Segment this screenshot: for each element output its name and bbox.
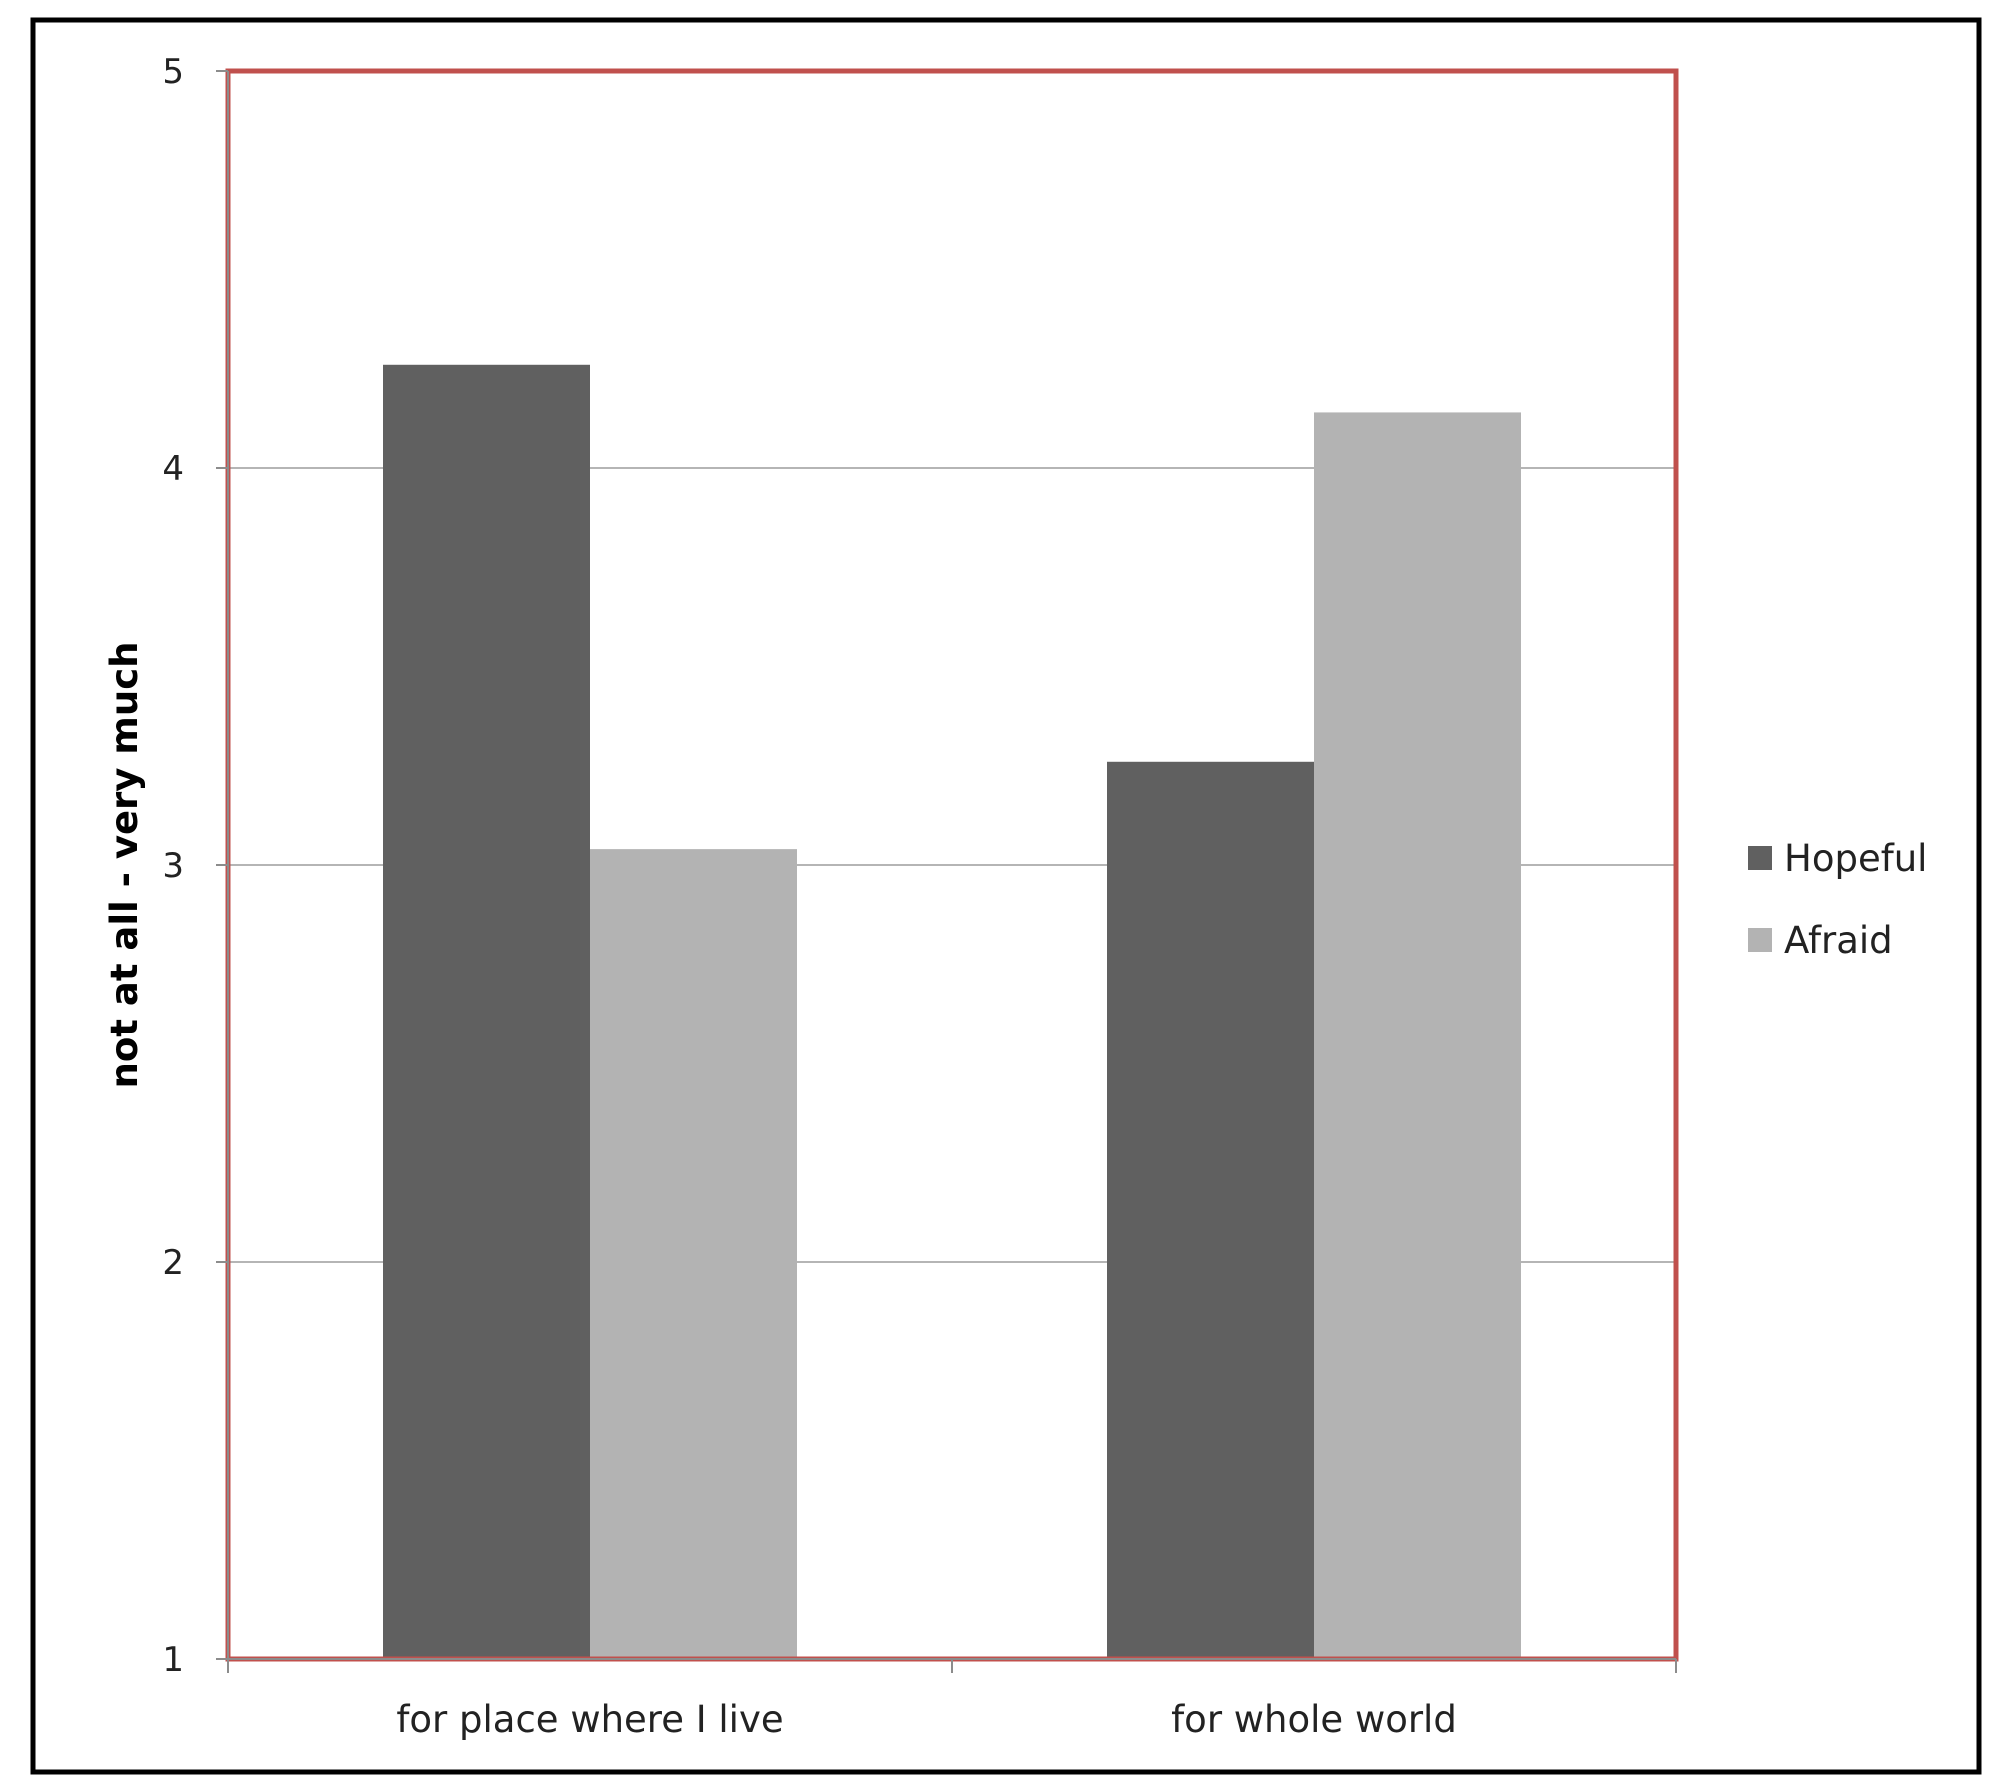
outer-frame	[30, 17, 1982, 1775]
x-tick-marks	[227, 1659, 1677, 1673]
bars	[383, 364, 1521, 1659]
category-label-0: for place where I live	[396, 1698, 783, 1741]
bar-hopeful-0	[383, 364, 590, 1659]
y-tick-labels: 1 2 3 4 5	[162, 52, 228, 1680]
y-tick-label-2: 2	[162, 1243, 184, 1283]
y-tick-label-3: 3	[162, 846, 184, 886]
y-tick-label-4: 4	[162, 449, 184, 489]
legend-label-hopeful: Hopeful	[1784, 837, 1927, 880]
legend: Hopeful Afraid	[1748, 837, 1927, 962]
legend-swatch-afraid	[1748, 928, 1772, 952]
bar-afraid-0	[590, 849, 797, 1659]
legend-label-afraid: Afraid	[1784, 919, 1893, 962]
category-label-1: for whole world	[1171, 1698, 1457, 1741]
y-tick-label-1: 1	[162, 1640, 184, 1680]
bar-hopeful-1	[1107, 761, 1314, 1659]
bar-afraid-1	[1314, 412, 1521, 1659]
y-tick-label-5: 5	[162, 52, 184, 92]
legend-swatch-hopeful	[1748, 846, 1772, 870]
category-labels: for place where I live for whole world	[396, 1698, 1456, 1741]
y-axis-title: not at all - very much	[103, 642, 146, 1089]
